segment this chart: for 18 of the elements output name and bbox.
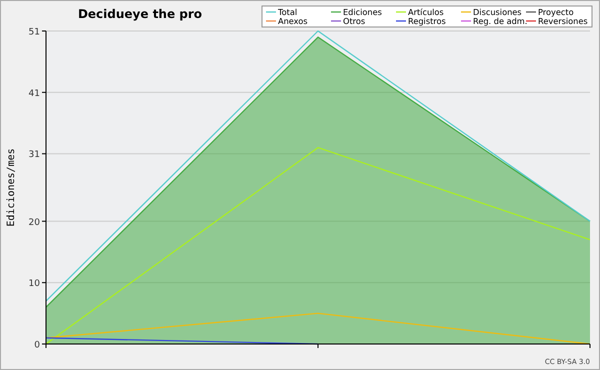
- legend-label: Artículos: [408, 7, 444, 17]
- legend-label: Otros: [343, 16, 366, 26]
- y-tick-label: 10: [28, 279, 40, 290]
- legend-label: Reg. de adm.: [473, 16, 528, 26]
- y-tick-label: 51: [28, 28, 40, 38]
- legend-label: Discusiones: [473, 7, 522, 17]
- y-tick-label: 0: [34, 340, 40, 350]
- legend-label: Registros: [408, 16, 446, 26]
- legend-label: Total: [277, 7, 298, 17]
- legend-label: Reversiones: [538, 16, 588, 26]
- legend-label: Proyecto: [538, 7, 574, 17]
- y-tick-label: 20: [28, 218, 40, 228]
- y-tick-label: 41: [28, 88, 40, 99]
- legend-label: Ediciones: [343, 7, 382, 17]
- chart-title: Decidueye the pro: [78, 7, 202, 21]
- y-axis-title: Ediciones/mes: [6, 148, 17, 227]
- legend-label: Anexos: [278, 16, 308, 26]
- y-tick-label: 31: [28, 150, 40, 160]
